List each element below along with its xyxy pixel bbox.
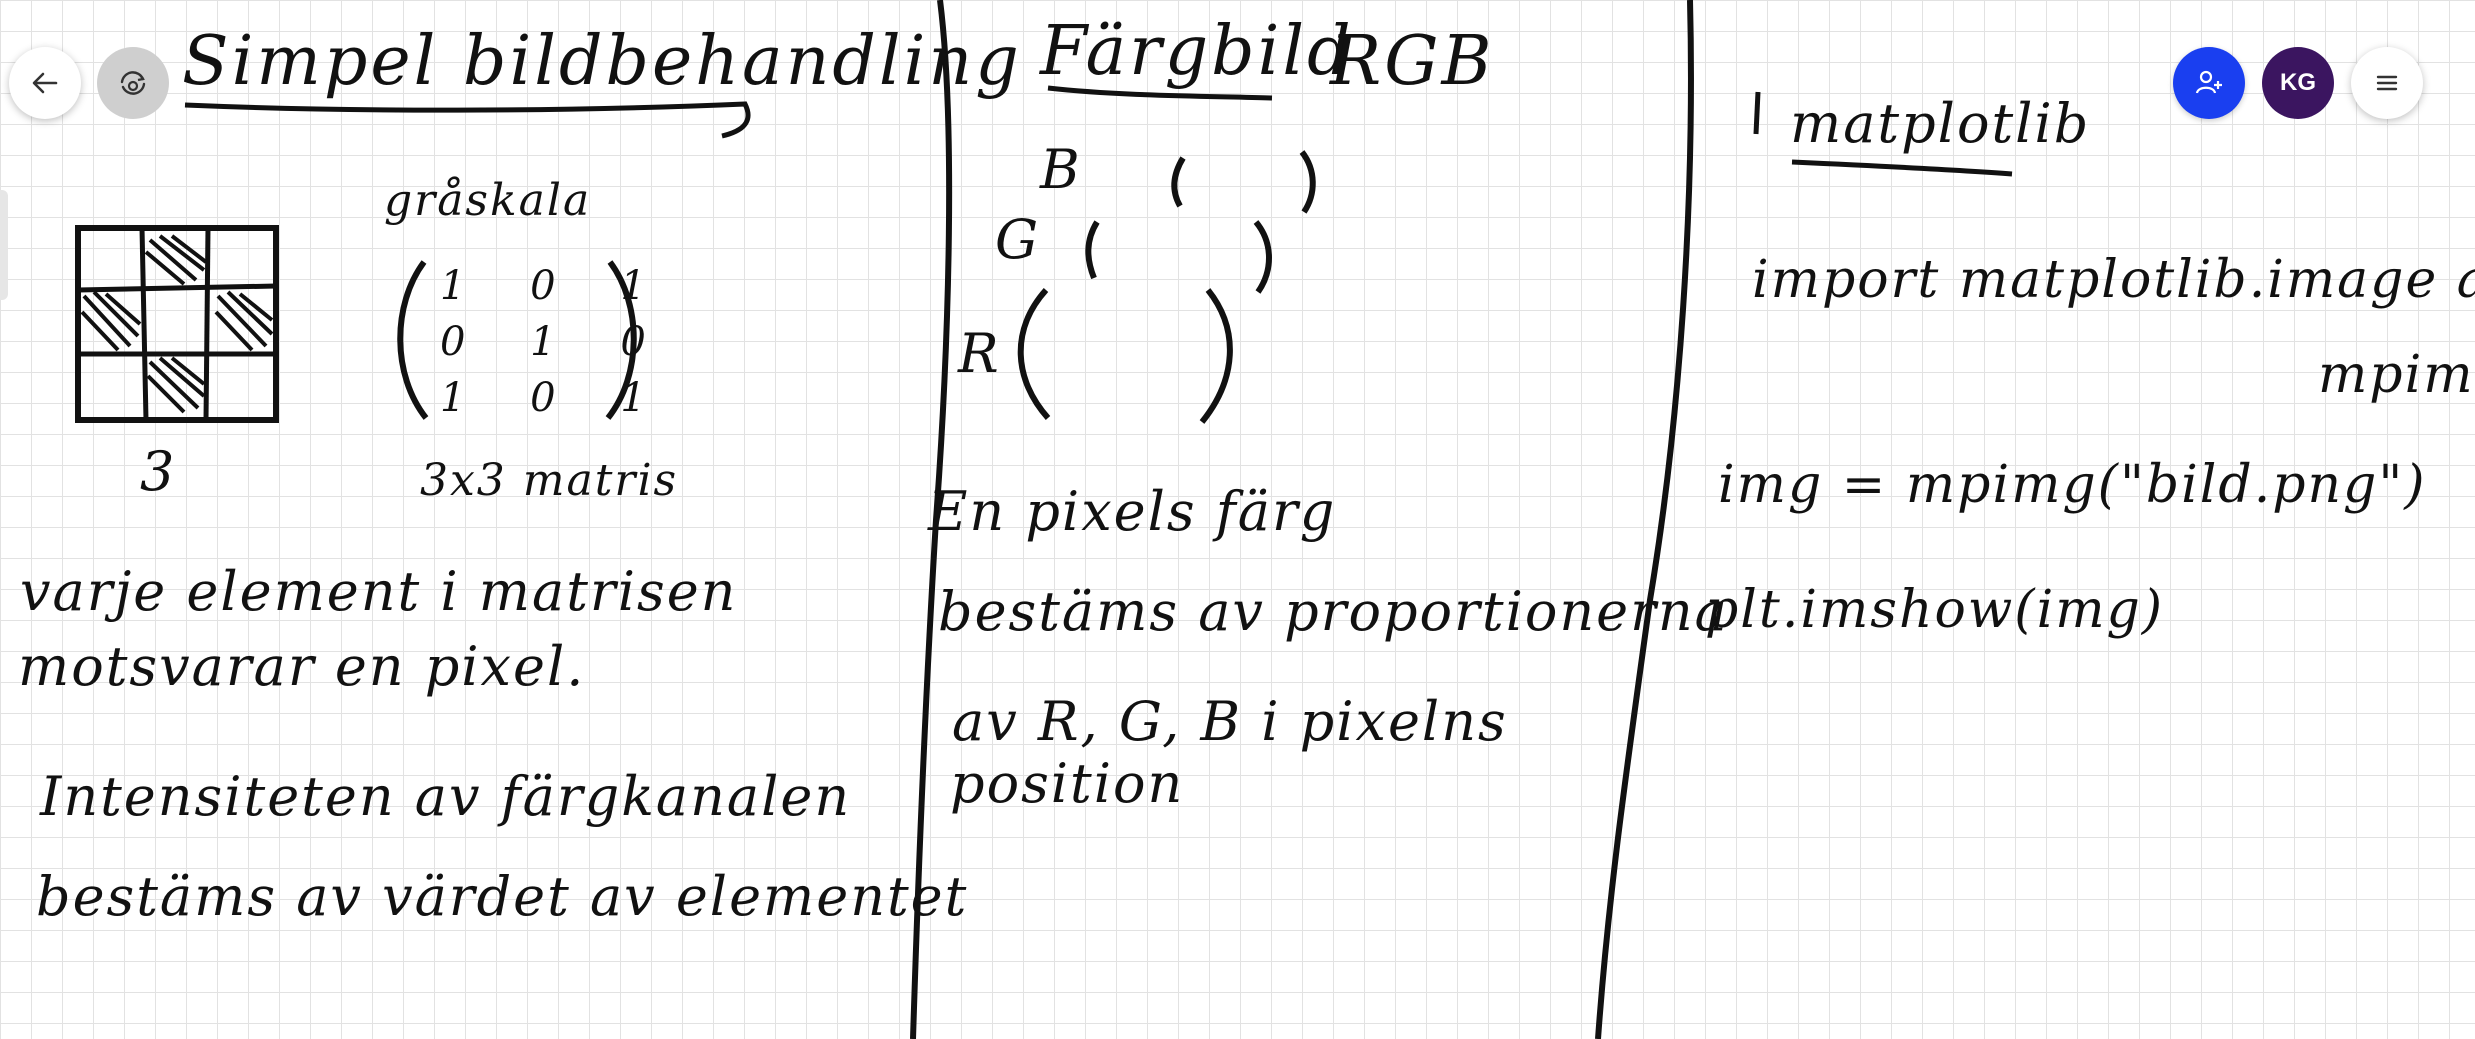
section1-title: Simpel bildbehandling (182, 22, 1022, 101)
bracket-r-left (1017, 287, 1051, 420)
label-g: G (995, 208, 1041, 271)
code-line-1b: mpimg (2318, 345, 2475, 405)
arrow-left-icon (32, 72, 58, 94)
side-panel-handle[interactable] (0, 190, 8, 300)
column-divider-right (1595, 0, 1694, 1039)
label-r: R (958, 322, 1001, 385)
section2-title: Färgbild (1040, 12, 1354, 91)
section2-title-suffix: RGB (1330, 22, 1495, 101)
label-b: B (1040, 138, 1082, 201)
camera-sync-icon (120, 71, 146, 95)
bracket-g-left (1085, 220, 1100, 280)
invite-button[interactable] (2173, 47, 2245, 119)
sync-button[interactable] (97, 47, 169, 119)
section3-title: matplotlib (1790, 92, 2091, 155)
title-underline-2 (1047, 85, 1273, 101)
title-underline-1 (184, 101, 751, 139)
matrix-size-label: 3x3 matris (420, 455, 679, 506)
section1-line-2: motsvarar en pixel. (18, 635, 586, 698)
matrix-heading: gråskala (384, 175, 592, 226)
section2-line-2: bestäms av proportionerna (938, 580, 1729, 643)
user-avatar[interactable]: KG (2262, 47, 2334, 119)
title-underline-3 (1791, 159, 2013, 177)
bracket-b-left (1171, 156, 1186, 208)
avatar-initials: KG (2280, 69, 2316, 96)
person-add-icon (2195, 70, 2222, 94)
matrix-row-3: 1 0 1 (440, 375, 672, 421)
list-marker-stroke (1753, 91, 1761, 135)
hamburger-menu-icon (2376, 75, 2398, 91)
matrix-row-1: 1 0 1 (440, 263, 672, 309)
section2-line-3: av R, G, B i pixelns (952, 690, 1508, 753)
back-button[interactable] (9, 47, 81, 119)
code-line-2: img = mpimg("bild.png") (1718, 455, 2427, 515)
bracket-g-right (1253, 220, 1272, 294)
section2-line-1: En pixels färg (928, 480, 1337, 543)
section1-line-3: Intensiteten av färgkanalen (40, 765, 852, 828)
grayscale-matrix: 1 0 1 0 1 0 1 0 1 (440, 258, 672, 426)
grid-size-label: 3 (140, 440, 177, 503)
section1-line-1: varje element i matrisen (20, 560, 738, 623)
code-line-1: import matplotlib.image as (1752, 250, 2475, 310)
code-line-3: plt.imshow(img) (1705, 580, 2165, 640)
pixel-grid-drawing (75, 225, 279, 423)
column-divider-left (910, 0, 953, 1039)
bracket-r-right (1199, 288, 1233, 424)
matrix-bracket-right (605, 260, 637, 420)
menu-button[interactable] (2351, 47, 2423, 119)
section1-line-4: bestäms av värdet av elementet (36, 865, 969, 928)
section2-line-4: position (950, 752, 1185, 815)
matrix-row-2: 0 1 0 (440, 319, 672, 365)
matrix-bracket-left (397, 260, 429, 420)
bracket-b-right (1299, 150, 1316, 214)
